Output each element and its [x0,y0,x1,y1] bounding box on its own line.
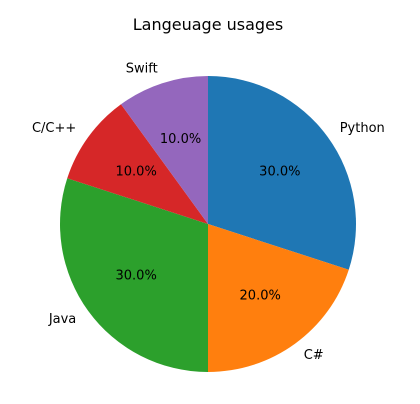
chart-title: Langeuage usages [133,15,284,34]
pie-slice-c- [208,224,349,372]
pie-slice-c-c- [67,104,208,224]
slice-percentage: 20.0% [240,288,281,303]
slice-percentage: 10.0% [116,164,157,179]
pie-slices [59,76,357,372]
slice-percentage: 30.0% [259,164,300,179]
pie-slice-swift [121,76,208,224]
slice-label: Python [340,121,385,136]
pie-slice-java [59,178,209,372]
pie-labels: Python 30.0% C# 20.0% Java 30.0% C/C++ 10.0% Swi… [32,62,385,364]
slice-percentage: 30.0% [116,269,157,284]
slice-label: C# [304,348,324,363]
slice-label: C/C++ [32,121,76,136]
slice-label: Swift [126,62,158,77]
pie-slice-python [208,76,357,270]
slice-percentage: 10.0% [160,132,201,147]
slice-label: Java [48,312,76,327]
